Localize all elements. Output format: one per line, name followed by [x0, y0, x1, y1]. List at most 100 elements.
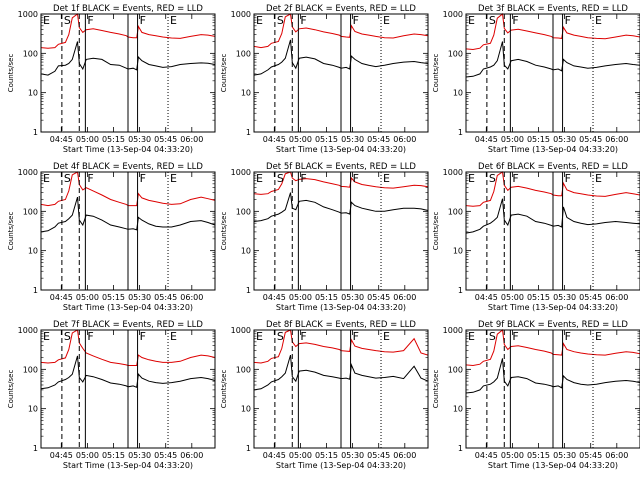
event-marker-label: E	[595, 172, 602, 185]
event-marker-label: S	[64, 14, 71, 27]
panel-title: Det 4f BLACK = Events, RED = LLD	[53, 162, 203, 172]
event-marker-label: F	[300, 330, 306, 343]
x-tick-label: 05:45	[154, 451, 177, 460]
events-series-line	[465, 358, 640, 394]
event-marker-label: E	[170, 172, 177, 185]
y-tick-label: 1	[246, 444, 251, 453]
y-axis-label: Counts/sec	[7, 212, 15, 251]
x-tick-label: 05:30	[128, 451, 151, 460]
x-tick-label: 06:00	[180, 135, 203, 144]
x-tick-label: 06:00	[393, 451, 416, 460]
panel-title: Det 2f BLACK = Events, RED = LLD	[266, 4, 416, 14]
plot-frame	[253, 329, 429, 449]
panel-title: Det 5f BLACK = Events, RED = LLD	[266, 162, 416, 172]
panel-det-2: Det 2f BLACK = Events, RED = LLD Counts/s…	[220, 4, 429, 154]
y-axis-label: Counts/sec	[220, 54, 228, 93]
y-tick-label: 100	[448, 207, 463, 216]
panel-title: Det 1f BLACK = Events, RED = LLD	[53, 4, 203, 14]
panel-det-9: Det 9f BLACK = Events, RED = LLD Counts/s…	[432, 320, 640, 470]
x-tick-label: 05:45	[367, 451, 390, 460]
lld-series-line	[465, 13, 640, 51]
y-axis-label: Counts/sec	[432, 370, 440, 409]
y-tick-label: 1000	[443, 168, 463, 177]
y-tick-label: 100	[448, 49, 463, 58]
y-tick-label: 1000	[443, 10, 463, 19]
y-axis-label: Counts/sec	[7, 370, 15, 409]
x-tick-label: 05:15	[315, 293, 338, 302]
x-tick-label: 04:45	[475, 451, 498, 460]
panel-det-1: Det 1f BLACK = Events, RED = LLD Counts/s…	[7, 4, 216, 154]
panel-title: Det 3f BLACK = Events, RED = LLD	[478, 4, 628, 14]
x-tick-label: 05:00	[501, 451, 524, 460]
panel-title: Det 6f BLACK = Events, RED = LLD	[478, 162, 628, 172]
events-series-line	[253, 192, 429, 222]
x-tick-label: 05:45	[367, 135, 390, 144]
event-marker-label: E	[595, 330, 602, 343]
panel-det-7: Det 7f BLACK = Events, RED = LLD Counts/s…	[7, 320, 216, 470]
event-marker-label: S	[489, 172, 496, 185]
x-tick-label: 05:00	[289, 293, 312, 302]
x-tick-label: 05:15	[102, 293, 125, 302]
x-tick-label: 04:45	[50, 135, 73, 144]
event-marker-label: F	[353, 172, 359, 185]
lld-series-line	[40, 329, 216, 366]
event-marker-label: E	[468, 172, 475, 185]
x-tick-label: 05:45	[579, 293, 602, 302]
x-tick-label: 05:30	[553, 293, 576, 302]
x-tick-label: 05:45	[579, 135, 602, 144]
y-tick-label: 100	[23, 49, 38, 58]
y-tick-label: 100	[23, 207, 38, 216]
event-marker-label: E	[383, 330, 390, 343]
y-tick-label: 1	[458, 286, 463, 295]
event-marker-label: F	[512, 330, 518, 343]
event-marker-label: E	[43, 172, 50, 185]
y-tick-label: 1	[33, 286, 38, 295]
x-tick-label: 05:30	[341, 293, 364, 302]
event-marker-label: F	[512, 172, 518, 185]
x-tick-label: 04:45	[475, 293, 498, 302]
x-tick-label: 04:45	[263, 293, 286, 302]
y-tick-label: 10	[28, 247, 38, 256]
lld-series-line	[253, 171, 429, 195]
panel-det-5: Det 5f BLACK = Events, RED = LLD Counts/s…	[220, 162, 429, 312]
event-marker-label: S	[277, 330, 284, 343]
y-tick-label: 10	[453, 247, 463, 256]
lld-series-line	[465, 171, 640, 207]
x-tick-label: 05:00	[76, 135, 99, 144]
event-marker-label: E	[383, 172, 390, 185]
x-tick-label: 05:00	[289, 135, 312, 144]
x-tick-label: 05:15	[527, 135, 550, 144]
y-tick-label: 10	[453, 89, 463, 98]
y-tick-label: 10	[28, 89, 38, 98]
y-tick-label: 100	[236, 49, 251, 58]
y-tick-label: 1000	[18, 168, 38, 177]
y-tick-label: 10	[241, 247, 251, 256]
event-marker-label: F	[300, 172, 306, 185]
x-tick-label: 06:00	[393, 293, 416, 302]
x-tick-label: 05:00	[501, 135, 524, 144]
event-marker-label: E	[170, 14, 177, 27]
x-tick-label: 06:00	[605, 451, 628, 460]
y-tick-label: 1	[33, 128, 38, 137]
event-marker-label: E	[383, 14, 390, 27]
x-tick-label: 05:00	[289, 451, 312, 460]
event-marker-label: S	[64, 172, 71, 185]
y-axis-label: Counts/sec	[432, 54, 440, 93]
event-marker-label: F	[87, 330, 93, 343]
y-tick-label: 1000	[443, 326, 463, 335]
x-tick-label: 05:45	[367, 293, 390, 302]
x-axis-label: Start Time (13-Sep-04 04:33:20)	[488, 145, 618, 154]
y-tick-label: 1	[458, 128, 463, 137]
x-axis-label: Start Time (13-Sep-04 04:33:20)	[488, 461, 618, 470]
event-marker-label: F	[140, 14, 146, 27]
x-tick-label: 05:30	[128, 135, 151, 144]
event-marker-label: S	[277, 14, 284, 27]
plot-frame	[253, 13, 429, 133]
events-series-line	[253, 354, 429, 391]
y-axis-label: Counts/sec	[220, 370, 228, 409]
x-tick-label: 05:45	[579, 451, 602, 460]
plot-frame	[253, 171, 429, 291]
panel-det-6: Det 6f BLACK = Events, RED = LLD Counts/s…	[432, 162, 640, 312]
event-marker-label: S	[277, 172, 284, 185]
lld-series-line	[40, 13, 216, 49]
